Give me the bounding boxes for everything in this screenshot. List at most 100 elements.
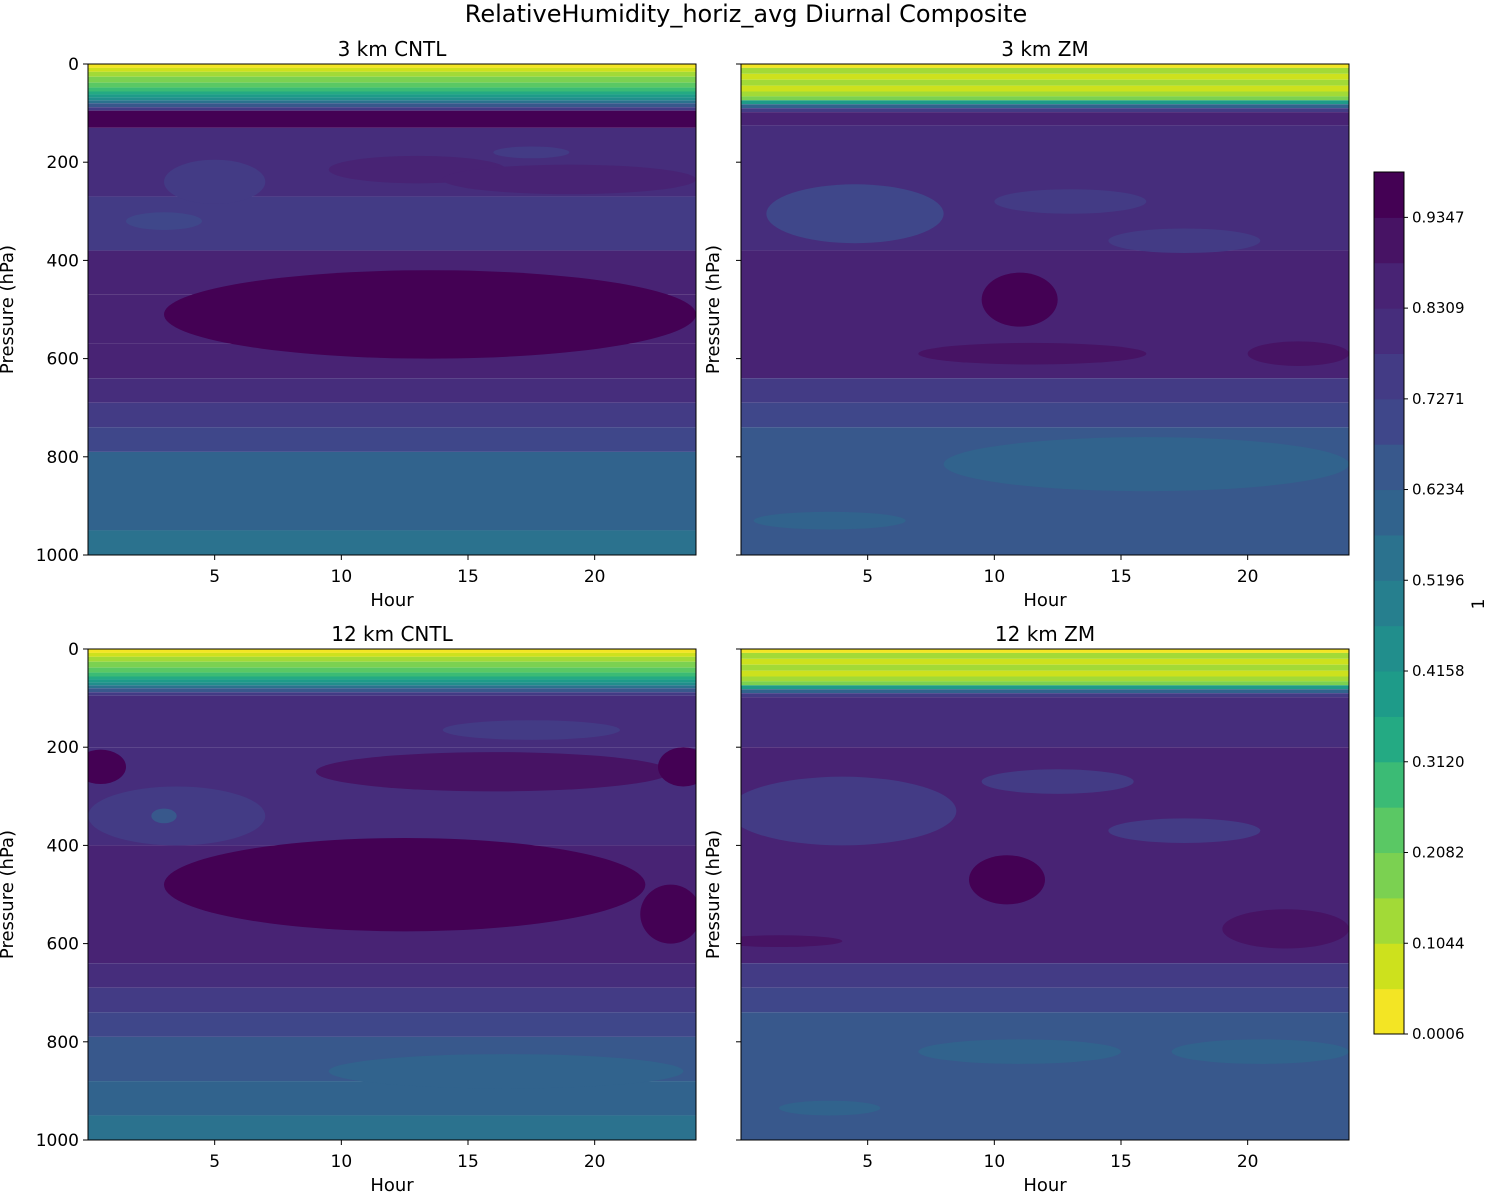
contour-band [88, 64, 696, 68]
colorbar-swatch [1374, 489, 1404, 536]
colorbar-tick-label: 0.5196 [1412, 571, 1465, 589]
contour-region [779, 1100, 881, 1116]
contour-band [741, 693, 1349, 698]
contour-band [88, 76, 696, 83]
contour-band [88, 1081, 696, 1116]
contour-region [981, 272, 1058, 327]
contour-region [164, 159, 266, 204]
x-tick-label: 15 [457, 567, 479, 587]
colorbar-swatch [1374, 852, 1404, 899]
colorbar-swatch [1374, 671, 1404, 717]
contour-band [741, 402, 1349, 428]
colorbar-swatch [1374, 353, 1404, 400]
contour-region [943, 437, 1349, 492]
y-tick-label: 400 [47, 836, 79, 856]
contour-band [741, 681, 1349, 686]
axes-frame [87, 648, 697, 1141]
contour-region [1108, 818, 1261, 843]
contour-band [741, 378, 1349, 403]
contour-band [88, 67, 696, 72]
contour-band [88, 649, 696, 653]
contour-region [766, 184, 944, 244]
colorbar-swatch [1374, 217, 1404, 264]
contour-band [88, 402, 696, 428]
plot-area [88, 64, 696, 555]
contour-region [969, 855, 1045, 905]
colorbar-swatch [1374, 625, 1404, 672]
contour-band [741, 96, 1349, 101]
contour-band [88, 451, 696, 531]
y-tick-label: 0 [68, 640, 79, 660]
x-axis-label: Hour [370, 1175, 414, 1196]
colorbar-swatch [1374, 444, 1404, 491]
contour-band [88, 656, 696, 662]
contour-band [741, 85, 1349, 92]
colorbar-swatch [1374, 262, 1404, 309]
contour-band [741, 112, 1349, 126]
contour-region [1247, 341, 1349, 366]
y-tick-label: 600 [47, 350, 79, 370]
contour-band [88, 685, 696, 689]
y-tick-label: 800 [47, 1033, 79, 1053]
contour-band [88, 682, 696, 686]
contour-band [741, 652, 1349, 659]
contour-region [126, 212, 202, 230]
panel-title: 12 km CNTL [331, 622, 453, 646]
contour-band [88, 110, 696, 128]
contour-region [88, 749, 126, 785]
contour-band [88, 94, 696, 98]
contour-band [88, 692, 696, 696]
contour-band [741, 79, 1349, 86]
contour-region [1222, 909, 1349, 949]
panel-title: 3 km CNTL [338, 37, 448, 61]
x-tick-label: 15 [1110, 567, 1132, 587]
y-tick-label: 800 [47, 448, 79, 468]
y-tick-label: 200 [47, 738, 79, 758]
contour-band [88, 97, 696, 101]
contour-band [741, 963, 1349, 988]
colorbar-tick-label: 0.0006 [1412, 1025, 1465, 1043]
contour-band [88, 103, 696, 108]
contour-band [741, 108, 1349, 113]
contour-band [88, 672, 696, 677]
contour-band [741, 649, 1349, 653]
colorbar-swatch [1374, 580, 1404, 627]
contour-band [741, 685, 1349, 690]
axes-frame [740, 648, 1350, 1141]
colorbar-swatch [1374, 897, 1404, 944]
panel-title: 12 km ZM [995, 622, 1095, 646]
contour-band [88, 530, 696, 555]
contour-band [88, 82, 696, 88]
contour-band [88, 1115, 696, 1140]
colorbar-tick-label: 0.2082 [1412, 844, 1465, 862]
contour-region [88, 786, 266, 846]
x-tick-label: 5 [209, 1152, 220, 1172]
contour-band [88, 87, 696, 92]
contour-band [88, 71, 696, 77]
contour-band [88, 676, 696, 680]
panel-12km-cntl: 12 km CNTL 5 10 15 20 Hour 0 200 400 600 800 1000 Pr… [0, 622, 697, 1196]
contour-region [151, 808, 177, 824]
contour-band [88, 91, 696, 95]
contour-band [88, 378, 696, 403]
x-tick-label: 5 [209, 567, 220, 587]
contour-band [741, 104, 1349, 109]
contour-band [88, 679, 696, 683]
colorbar-label: 1 [1469, 599, 1489, 610]
colorbar-tick-label: 0.8309 [1412, 299, 1465, 317]
colorbar-swatch [1374, 534, 1404, 581]
colorbar-swatch [1374, 308, 1404, 354]
contour-band [88, 107, 696, 111]
contour-region [741, 935, 843, 948]
contour-band [741, 91, 1349, 97]
contour-band [741, 987, 1349, 1013]
colorbar-swatch [1374, 716, 1404, 763]
contour-band [88, 661, 696, 668]
contour-region [493, 146, 570, 159]
y-tick-label: 1000 [36, 546, 79, 566]
axes-frame [740, 63, 1350, 556]
x-tick-label: 10 [331, 567, 353, 587]
contour-band [741, 67, 1349, 74]
contour-band [88, 667, 696, 673]
